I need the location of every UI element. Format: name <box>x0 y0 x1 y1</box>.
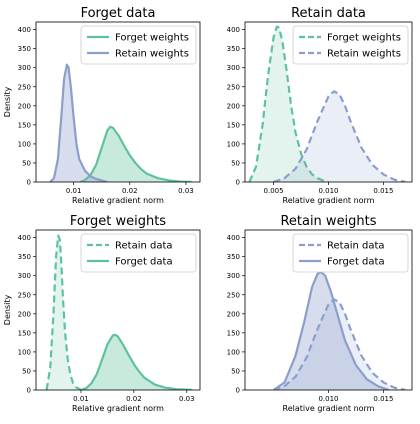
y-tick-label: 400 <box>227 26 240 34</box>
y-tick-label: 350 <box>227 253 240 261</box>
y-tick-label: 200 <box>18 310 31 318</box>
y-tick-label: 300 <box>18 272 31 280</box>
series-area-2 <box>273 271 389 390</box>
y-tick-label: 200 <box>227 310 240 318</box>
y-tick-label: 50 <box>22 367 31 375</box>
x-axis-label: Relative gradient norm <box>283 196 375 205</box>
y-tick-label: 50 <box>231 159 240 167</box>
y-tick-label: 50 <box>22 159 31 167</box>
y-axis-label: Density <box>3 87 12 118</box>
x-axis-label: Relative gradient norm <box>72 196 164 205</box>
y-tick-label: 0 <box>27 387 31 395</box>
y-tick-label: 100 <box>227 140 240 148</box>
y-tick-label: 300 <box>227 272 240 280</box>
chart-title: Retain weights <box>280 214 376 229</box>
y-tick-label: 100 <box>227 348 240 356</box>
y-tick-label: 400 <box>227 234 240 242</box>
y-tick-label: 250 <box>227 83 240 91</box>
chart-panel-4: 0 50 100 150 200 250 300 350 400 0.010 0.015 Retain… <box>227 214 413 413</box>
x-tick-label: 0.02 <box>122 187 138 195</box>
y-tick-label: 100 <box>18 140 31 148</box>
y-tick-label: 350 <box>227 45 240 53</box>
y-axis-label: Density <box>3 295 12 326</box>
y-tick-label: 150 <box>18 121 31 129</box>
y-tick-label: 250 <box>18 291 31 299</box>
legend: Forget weights Retain weights <box>292 25 409 65</box>
y-tick-label: 50 <box>231 367 240 375</box>
x-tick-label: 0.02 <box>126 395 142 403</box>
legend: Forget weights Retain weights <box>80 25 197 65</box>
x-tick-label: 0.03 <box>178 187 194 195</box>
y-tick-label: 0 <box>27 179 31 187</box>
series-area-2 <box>50 64 108 182</box>
y-tick-label: 0 <box>236 387 240 395</box>
series-line-2 <box>80 333 193 390</box>
legend-label: Retain weights <box>327 49 401 60</box>
y-tick-label: 100 <box>18 348 31 356</box>
legend-label: Forget weights <box>327 33 401 44</box>
y-tick-label: 200 <box>227 102 240 110</box>
series-line-2 <box>273 90 406 182</box>
y-tick-label: 400 <box>18 234 31 242</box>
legend-label: Retain data <box>327 241 385 252</box>
series-area-2 <box>273 91 406 182</box>
series-line-2 <box>272 270 390 390</box>
series-area-2 <box>80 334 193 390</box>
x-axis-label: Relative gradient norm <box>72 404 164 413</box>
legend-label: Retain weights <box>115 49 189 60</box>
x-axis-label: Relative gradient norm <box>283 404 375 413</box>
x-tick-label: 0.03 <box>179 395 195 403</box>
y-tick-label: 250 <box>227 291 240 299</box>
legend-label: Forget weights <box>115 33 189 44</box>
legend-label: Forget data <box>115 257 173 268</box>
x-tick-label: 0.015 <box>373 395 393 403</box>
x-tick-label: 0.01 <box>66 187 82 195</box>
chart-panel-3: 0 50 100 150 200 250 300 350 400 0.01 0.02 0.03 Forg… <box>3 214 201 413</box>
y-tick-label: 0 <box>236 179 240 187</box>
chart-title: Retain data <box>291 6 366 21</box>
series-area-1 <box>80 126 192 182</box>
series-line-1 <box>273 298 406 390</box>
series-line-2 <box>49 63 108 182</box>
series-line-1 <box>45 234 82 390</box>
legend-box <box>80 25 197 65</box>
y-tick-label: 400 <box>18 26 31 34</box>
y-tick-label: 350 <box>18 45 31 53</box>
chart-title: Forget weights <box>70 214 166 229</box>
x-tick-label: 0.005 <box>264 187 284 195</box>
y-tick-label: 300 <box>18 64 31 72</box>
legend: Retain data Forget data <box>80 233 197 273</box>
legend-label: Forget data <box>327 257 385 268</box>
legend-box <box>80 233 197 273</box>
series-line-1 <box>79 125 192 182</box>
chart-panel-1: 0 50 100 150 200 250 300 350 400 0.01 0.02 0.03 Forg… <box>3 6 201 205</box>
chart-title: Forget data <box>81 6 156 21</box>
y-tick-label: 350 <box>18 253 31 261</box>
x-tick-label: 0.010 <box>318 187 338 195</box>
axes-frame <box>35 21 201 183</box>
y-tick-label: 150 <box>227 121 240 129</box>
x-tick-label: 0.015 <box>373 187 393 195</box>
series-line-1 <box>248 25 329 182</box>
y-tick-label: 150 <box>18 329 31 337</box>
series-area-1 <box>249 26 329 182</box>
y-tick-label: 200 <box>18 102 31 110</box>
y-tick-label: 150 <box>227 329 240 337</box>
legend-box <box>292 25 409 65</box>
legend: Retain data Forget data <box>292 233 409 273</box>
x-tick-label: 0.01 <box>73 395 89 403</box>
legend-box <box>292 233 409 273</box>
axes-frame <box>35 229 201 391</box>
x-tick-label: 0.010 <box>318 395 338 403</box>
legend-label: Retain data <box>115 241 173 252</box>
series-area-1 <box>273 299 406 390</box>
y-tick-label: 300 <box>227 64 240 72</box>
y-tick-label: 250 <box>18 83 31 91</box>
